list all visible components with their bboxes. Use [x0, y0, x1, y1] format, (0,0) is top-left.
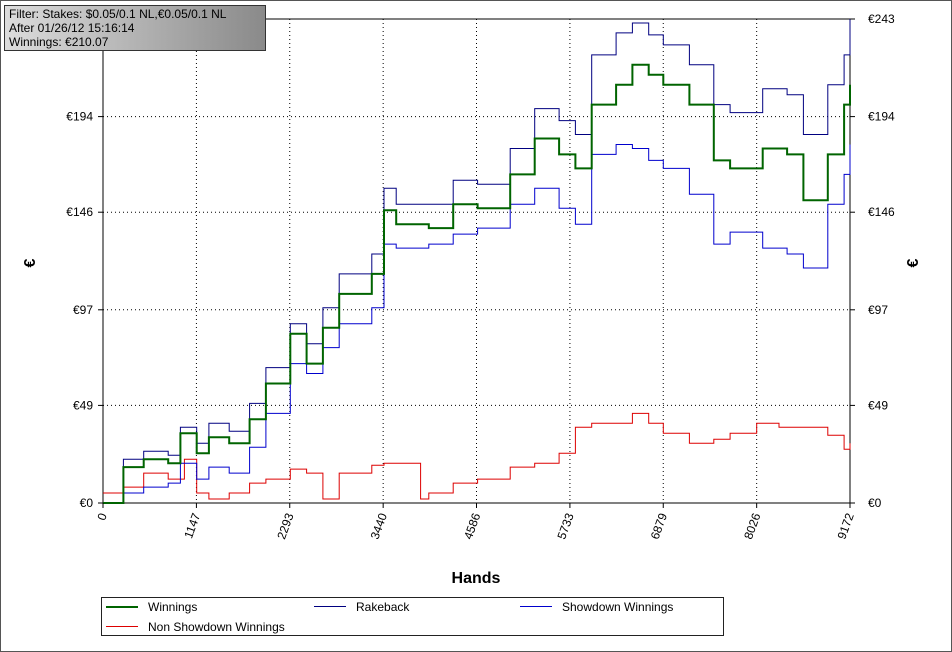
legend-label-rakeback: Rakeback [356, 600, 410, 614]
y-tick-label-left: €194 [66, 110, 93, 124]
y-tick-label-right: €49 [868, 398, 888, 412]
y-tick-label-left: €49 [73, 398, 93, 412]
x-tick-label: 9172 [835, 511, 857, 541]
series-line-showdown-winnings [103, 144, 851, 504]
legend-swatch-showdown [520, 606, 552, 607]
y-tick-label-right: €0 [868, 496, 882, 510]
legend-swatch-rakeback [314, 606, 346, 607]
x-tick-label: 5733 [554, 511, 576, 541]
legend-label-winnings: Winnings [148, 600, 198, 614]
x-tick-label: 3440 [368, 511, 390, 541]
x-tick-label: 6879 [648, 511, 670, 541]
y-tick-label-right: €243 [868, 12, 895, 26]
legend-swatch-winnings [106, 606, 138, 608]
date-filter-text: After 01/26/12 15:16:14 [9, 21, 135, 35]
x-tick-label: 8026 [741, 511, 763, 541]
y-tick-label-left: €0 [80, 496, 94, 510]
legend-label-showdown: Showdown Winnings [562, 600, 674, 614]
series-line-winnings [103, 63, 851, 504]
x-axis-title: Hands [452, 570, 501, 587]
y-tick-label-right: €146 [868, 205, 895, 219]
legend: Winnings Rakeback Showdown Winnings Non … [101, 597, 724, 636]
y-axis-title-left: € [22, 258, 39, 267]
x-tick-label: 2293 [274, 511, 296, 541]
y-tick-label-left: €146 [66, 205, 93, 219]
series-line-non-showdown-winnings [103, 412, 851, 500]
filter-text: Filter: Stakes: $0.05/0.1 NL,€0.05/0.1 N… [9, 7, 227, 21]
legend-label-non-showdown: Non Showdown Winnings [148, 620, 285, 634]
x-tick-label: 4586 [461, 511, 483, 541]
winnings-total-text: Winnings: €210.07 [9, 35, 109, 49]
y-axis-title-right: € [905, 258, 922, 267]
x-tick-label: 1147 [181, 511, 203, 540]
y-tick-label-right: €194 [868, 110, 895, 124]
series-line-rakeback [103, 19, 851, 504]
y-tick-label-right: €97 [868, 303, 888, 317]
x-tick-label: 0 [94, 511, 110, 522]
y-tick-label-left: €97 [73, 303, 93, 317]
filter-info-box: Filter: Stakes: $0.05/0.1 NL,€0.05/0.1 N… [4, 5, 266, 51]
legend-swatch-non-showdown [106, 626, 138, 627]
